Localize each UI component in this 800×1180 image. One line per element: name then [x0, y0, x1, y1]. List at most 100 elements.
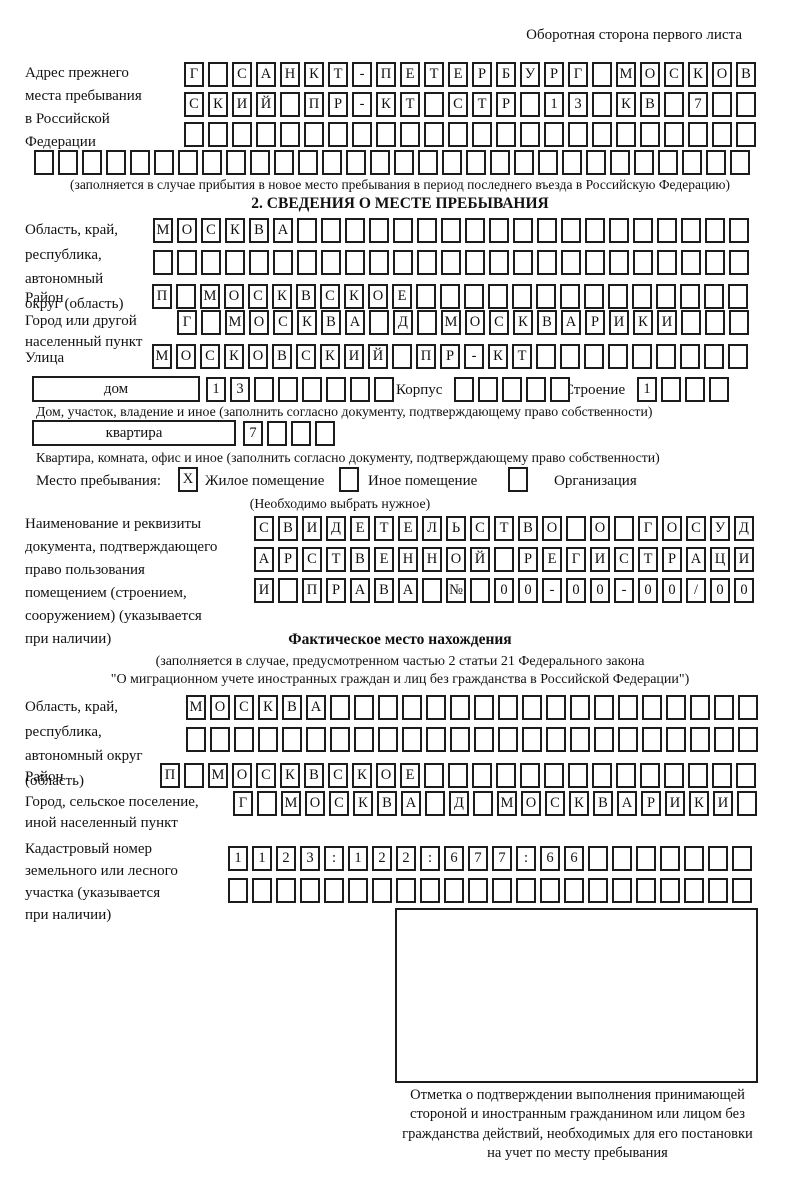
- grid-cell[interactable]: Г: [177, 310, 197, 335]
- grid-cell[interactable]: [618, 727, 638, 752]
- grid-cell[interactable]: [106, 150, 126, 175]
- grid-cell[interactable]: С: [201, 218, 221, 243]
- grid-cell[interactable]: [378, 695, 398, 720]
- grid-cell[interactable]: :: [324, 846, 344, 871]
- grid-cell[interactable]: К: [344, 284, 364, 309]
- grid-cell[interactable]: [729, 250, 749, 275]
- grid-cell[interactable]: С: [320, 284, 340, 309]
- grid-cell[interactable]: [592, 92, 612, 117]
- grid-cell[interactable]: [640, 122, 660, 147]
- grid-cell[interactable]: [682, 150, 702, 175]
- grid-cell[interactable]: [566, 516, 586, 541]
- grid-cell[interactable]: [570, 727, 590, 752]
- grid-cell[interactable]: [738, 727, 758, 752]
- grid-cell[interactable]: С: [545, 791, 565, 816]
- grid-cell[interactable]: [474, 727, 494, 752]
- grid-cell[interactable]: [354, 695, 374, 720]
- grid-cell[interactable]: А: [350, 578, 370, 603]
- grid-cell[interactable]: Й: [470, 547, 490, 572]
- grid-cell[interactable]: [466, 150, 486, 175]
- grid-cell[interactable]: [594, 695, 614, 720]
- grid-cell[interactable]: [470, 578, 490, 603]
- grid-cell[interactable]: 0: [518, 578, 538, 603]
- grid-cell[interactable]: К: [569, 791, 589, 816]
- grid-cell[interactable]: [516, 878, 536, 903]
- grid-cell[interactable]: [584, 284, 604, 309]
- grid-cell[interactable]: [306, 727, 326, 752]
- grid-cell[interactable]: [278, 578, 298, 603]
- grid-cell[interactable]: Р: [641, 791, 661, 816]
- grid-cell[interactable]: [616, 122, 636, 147]
- grid-cell[interactable]: И: [734, 547, 754, 572]
- grid-cell[interactable]: [568, 763, 588, 788]
- grid-cell[interactable]: [478, 377, 498, 402]
- grid-cell[interactable]: [450, 695, 470, 720]
- grid-cell[interactable]: [657, 218, 677, 243]
- grid-cell[interactable]: И: [665, 791, 685, 816]
- grid-cell[interactable]: К: [688, 62, 708, 87]
- grid-cell[interactable]: [540, 878, 560, 903]
- grid-cell[interactable]: [442, 150, 462, 175]
- grid-cell[interactable]: [520, 763, 540, 788]
- grid-cell[interactable]: [254, 377, 274, 402]
- grid-cell[interactable]: [345, 250, 365, 275]
- grid-cell[interactable]: [526, 377, 546, 402]
- grid-cell[interactable]: М: [153, 218, 173, 243]
- grid-cell[interactable]: 0: [638, 578, 658, 603]
- grid-cell[interactable]: [444, 878, 464, 903]
- grid-cell[interactable]: К: [272, 284, 292, 309]
- grid-cell[interactable]: [276, 878, 296, 903]
- grid-cell[interactable]: О: [224, 284, 244, 309]
- grid-cell[interactable]: О: [640, 62, 660, 87]
- grid-cell[interactable]: [664, 92, 684, 117]
- grid-cell[interactable]: К: [689, 791, 709, 816]
- grid-cell[interactable]: [490, 150, 510, 175]
- grid-cell[interactable]: [729, 218, 749, 243]
- grid-cell[interactable]: [34, 150, 54, 175]
- grid-cell[interactable]: [252, 878, 272, 903]
- grid-cell[interactable]: В: [377, 791, 397, 816]
- grid-cell[interactable]: В: [272, 344, 292, 369]
- grid-cell[interactable]: В: [304, 763, 324, 788]
- grid-cell[interactable]: У: [710, 516, 730, 541]
- grid-cell[interactable]: [685, 377, 705, 402]
- grid-cell[interactable]: О: [465, 310, 485, 335]
- grid-cell[interactable]: [267, 421, 287, 446]
- grid-cell[interactable]: [714, 695, 734, 720]
- grid-cell[interactable]: У: [520, 62, 540, 87]
- grid-cell[interactable]: [465, 218, 485, 243]
- grid-cell[interactable]: К: [280, 763, 300, 788]
- grid-cell[interactable]: К: [633, 310, 653, 335]
- grid-cell[interactable]: -: [352, 92, 372, 117]
- grid-cell[interactable]: [660, 878, 680, 903]
- grid-cell[interactable]: [324, 878, 344, 903]
- grid-cell[interactable]: [426, 695, 446, 720]
- grid-cell[interactable]: [374, 377, 394, 402]
- grid-cell[interactable]: [498, 695, 518, 720]
- grid-cell[interactable]: [258, 727, 278, 752]
- grid-cell[interactable]: [522, 695, 542, 720]
- grid-cell[interactable]: С: [329, 791, 349, 816]
- grid-cell[interactable]: :: [516, 846, 536, 871]
- grid-cell[interactable]: М: [208, 763, 228, 788]
- grid-cell[interactable]: [225, 250, 245, 275]
- grid-cell[interactable]: А: [686, 547, 706, 572]
- grid-cell[interactable]: [705, 310, 725, 335]
- grid-cell[interactable]: [688, 122, 708, 147]
- grid-cell[interactable]: В: [640, 92, 660, 117]
- grid-cell[interactable]: [520, 122, 540, 147]
- grid-cell[interactable]: С: [232, 62, 252, 87]
- grid-cell[interactable]: Д: [393, 310, 413, 335]
- grid-cell[interactable]: [657, 250, 677, 275]
- grid-cell[interactable]: [153, 250, 173, 275]
- grid-cell[interactable]: [496, 763, 516, 788]
- grid-cell[interactable]: [544, 122, 564, 147]
- grid-cell[interactable]: [346, 150, 366, 175]
- grid-cell[interactable]: И: [657, 310, 677, 335]
- grid-cell[interactable]: [208, 62, 228, 87]
- grid-cell[interactable]: [394, 150, 414, 175]
- grid-cell[interactable]: [400, 122, 420, 147]
- grid-cell[interactable]: [234, 727, 254, 752]
- grid-cell[interactable]: К: [258, 695, 278, 720]
- grid-cell[interactable]: [592, 62, 612, 87]
